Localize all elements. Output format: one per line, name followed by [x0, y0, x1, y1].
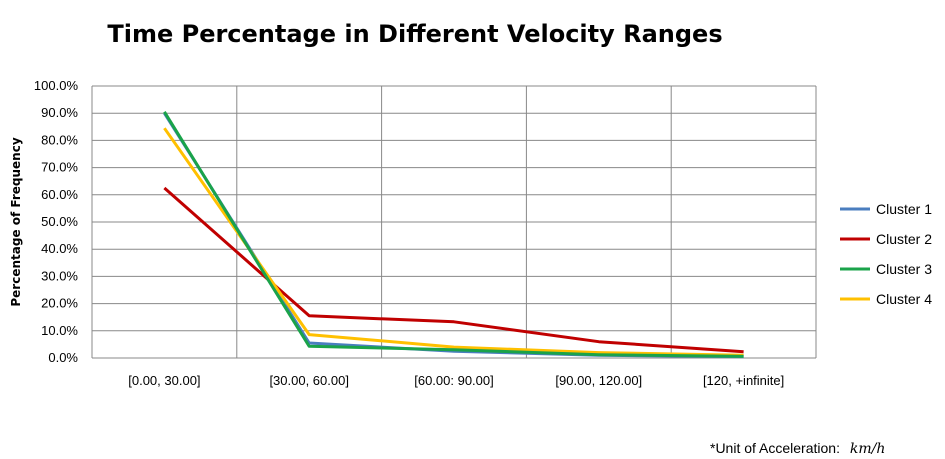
- series-line-cluster-3: [163, 111, 744, 358]
- y-tick-label: 100.0%: [34, 78, 79, 93]
- grid-lines: [91, 85, 817, 359]
- x-tick-label: [30.00, 60.00]: [269, 373, 349, 388]
- unit-annotation: *Unit of Acceleration: km/h: [710, 440, 885, 457]
- legend-label: Cluster 3: [876, 261, 932, 277]
- legend-item: Cluster 4: [840, 291, 932, 307]
- legend-label: Cluster 1: [876, 201, 932, 217]
- x-tick-labels: [0.00, 30.00] [30.00, 60.00] [60.00: 90.00…: [128, 373, 784, 388]
- y-axis-label: Percentage of Frequency: [9, 137, 23, 306]
- y-tick-label: 20.0%: [41, 296, 78, 311]
- legend-item: Cluster 3: [840, 261, 932, 277]
- series-line-cluster-2: [163, 186, 744, 354]
- y-tick-labels: 0.0% 10.0% 20.0% 30.0% 40.0% 50.0% 60.0% 70.0% 8…: [34, 78, 79, 365]
- y-tick-label: 80.0%: [41, 132, 78, 147]
- legend-item: Cluster 1: [840, 201, 932, 217]
- x-tick-label: [0.00, 30.00]: [128, 373, 200, 388]
- series-lines: [163, 111, 744, 359]
- legend: Cluster 1 Cluster 2 Cluster 3 Cluster 4: [840, 201, 932, 307]
- x-tick-label: [90.00, 120.00]: [555, 373, 642, 388]
- y-tick-label: 30.0%: [41, 268, 78, 283]
- legend-label: Cluster 2: [876, 231, 932, 247]
- series-line-cluster-1: [163, 112, 744, 359]
- unit-annotation-prefix: *Unit of Acceleration:: [710, 440, 840, 456]
- y-tick-label: 0.0%: [48, 350, 78, 365]
- y-tick-label: 70.0%: [41, 160, 78, 175]
- unit-annotation-unit: km/h: [850, 441, 886, 457]
- y-tick-label: 40.0%: [41, 241, 78, 256]
- x-tick-label: [60.00: 90.00]: [414, 373, 494, 388]
- legend-item: Cluster 2: [840, 231, 932, 247]
- y-tick-label: 90.0%: [41, 105, 78, 120]
- y-tick-label: 50.0%: [41, 214, 78, 229]
- legend-label: Cluster 4: [876, 291, 932, 307]
- chart-title: Time Percentage in Different Velocity Ra…: [107, 20, 722, 48]
- x-tick-label: [120, +infinite]: [703, 373, 784, 388]
- y-tick-label: 10.0%: [41, 323, 78, 338]
- y-tick-label: 60.0%: [41, 187, 78, 202]
